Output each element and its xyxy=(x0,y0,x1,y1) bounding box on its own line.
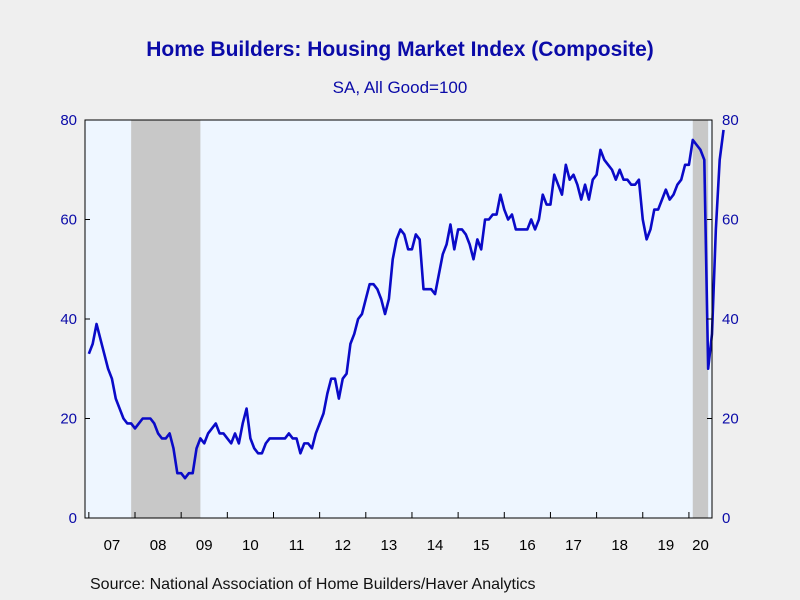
x-tick-label: 10 xyxy=(242,537,259,554)
source-note: Source: National Association of Home Bui… xyxy=(90,576,536,593)
series-line-hmi xyxy=(87,129,725,480)
x-tick-label: 16 xyxy=(519,537,536,554)
x-tick-label: 17 xyxy=(565,537,582,554)
y-tick-label-right: 60 xyxy=(722,212,739,229)
y-tick-label-right: 40 xyxy=(722,311,739,328)
x-tick-label: 20 xyxy=(692,537,709,554)
y-tick-label-left: 0 xyxy=(69,510,77,527)
y-tick-label-left: 40 xyxy=(60,311,77,328)
y-tick-label-right: 80 xyxy=(722,112,739,129)
x-tick-label: 09 xyxy=(196,537,213,554)
y-tick-label-left: 80 xyxy=(60,112,77,129)
x-tick-label: 14 xyxy=(427,537,444,554)
x-tick-label: 13 xyxy=(381,537,398,554)
x-tick-label: 08 xyxy=(150,537,167,554)
chart-title: Home Builders: Housing Market Index (Com… xyxy=(146,38,654,61)
chart-subtitle: SA, All Good=100 xyxy=(332,78,468,97)
y-tick-label-left: 20 xyxy=(60,411,77,428)
x-tick-label: 18 xyxy=(611,537,628,554)
y-tick-label-right: 20 xyxy=(722,411,739,428)
y-tick-label-left: 60 xyxy=(60,212,77,229)
x-tick-label: 11 xyxy=(289,537,305,554)
x-tick-label: 07 xyxy=(104,537,121,554)
y-tick-label-right: 0 xyxy=(722,510,730,527)
recession-band-1 xyxy=(131,120,201,518)
x-tick-label: 15 xyxy=(473,537,490,554)
x-tick-label: 19 xyxy=(657,537,674,554)
x-tick-label: 12 xyxy=(334,537,351,554)
